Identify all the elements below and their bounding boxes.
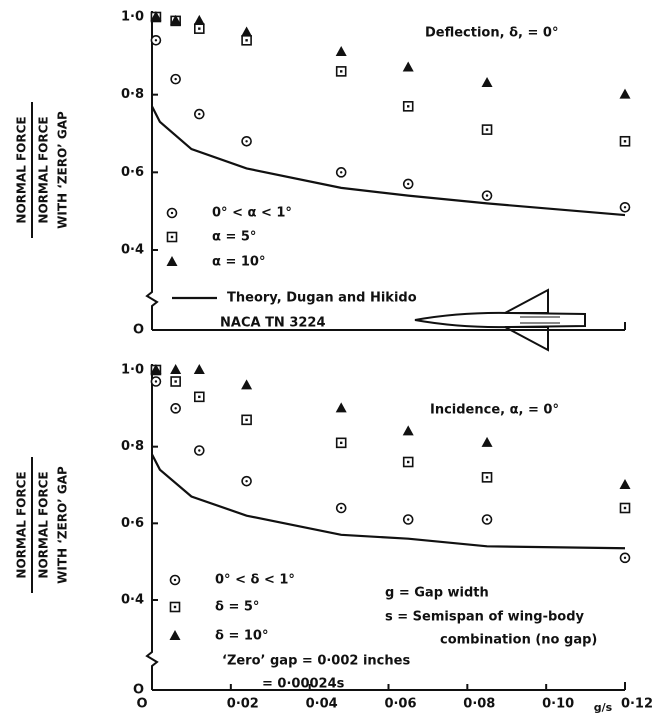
y-label-denominator: NORMAL FORCE xyxy=(37,116,51,223)
note: combination (no gap) xyxy=(440,633,597,648)
y-tick-label: 0·4 xyxy=(121,243,144,258)
marker-dot xyxy=(198,112,201,116)
marker-dot xyxy=(407,105,410,108)
marker-triangle xyxy=(402,425,414,436)
legend-marker xyxy=(166,256,178,266)
theory-line xyxy=(151,105,626,217)
marker-dot xyxy=(173,578,177,582)
legend-label: Theory, Dugan and Hikido xyxy=(227,291,417,306)
marker-dot xyxy=(407,182,410,186)
legend-label: δ = 10° xyxy=(215,629,268,644)
x-tick-label: 0·02 xyxy=(227,697,259,712)
marker-dot xyxy=(170,235,174,239)
marker-triangle xyxy=(170,14,182,25)
marker-dot xyxy=(198,449,201,452)
marker-dot xyxy=(174,380,177,383)
marker-dot xyxy=(340,506,343,510)
marker-dot xyxy=(340,171,343,174)
marker-dot xyxy=(623,556,627,560)
marker-triangle xyxy=(150,11,162,21)
y-axis xyxy=(145,364,159,690)
y-tick-label: 0·6 xyxy=(121,165,144,180)
marker-triangle xyxy=(150,364,162,374)
marker-triangle xyxy=(241,26,253,37)
y-label-numerator: NORMAL FORCE xyxy=(15,471,29,578)
marker-dot xyxy=(154,39,158,42)
legend-label: α = 10° xyxy=(212,255,265,270)
note: ‘Zero’ gap = 0·002 inches xyxy=(222,654,410,669)
marker-dot xyxy=(623,506,627,510)
marker-dot xyxy=(623,140,627,143)
marker-dot xyxy=(170,211,174,215)
marker-triangle xyxy=(619,88,631,99)
aircraft-sketch xyxy=(414,288,586,352)
marker-dot xyxy=(407,460,410,464)
theory-line xyxy=(151,453,626,550)
y-label-denominator: NORMAL FORCE xyxy=(37,471,51,578)
note: s = Semispan of wing-body xyxy=(385,610,585,625)
y-label-denominator: WITH ‘ZERO’ GAP xyxy=(56,466,70,584)
marker-dot xyxy=(485,128,489,131)
marker-dot xyxy=(340,441,343,445)
y-tick-label: 0·6 xyxy=(121,516,144,531)
legend-label: δ = 5° xyxy=(215,600,259,615)
marker-triangle xyxy=(481,77,493,88)
marker-dot xyxy=(245,140,248,143)
marker-dot xyxy=(198,395,201,399)
y-axis-label: NORMAL FORCE NORMAL FORCE WITH ‘ZERO’ GAP xyxy=(15,102,70,238)
note: = 0·00024s xyxy=(262,677,345,692)
y-axis-label: NORMAL FORCE NORMAL FORCE WITH ‘ZERO’ GAP xyxy=(15,457,70,593)
y-tick-label: O xyxy=(133,683,144,698)
x-tick-label: 0·10 xyxy=(542,697,574,712)
marker-dot xyxy=(245,479,248,483)
marker-triangle xyxy=(481,436,493,447)
marker-dot xyxy=(174,407,177,410)
marker-dot xyxy=(174,77,177,81)
marker-triangle xyxy=(335,45,347,56)
marker-dot xyxy=(173,605,177,609)
legend-marker xyxy=(169,630,181,640)
marker-triangle xyxy=(402,61,414,72)
marker-dot xyxy=(407,518,410,521)
marker-dot xyxy=(245,39,248,42)
y-label-numerator: NORMAL FORCE xyxy=(15,116,29,223)
marker-dot xyxy=(340,70,343,73)
legend-label: 0° < δ < 1° xyxy=(215,573,295,588)
y-tick-label: O xyxy=(133,323,144,338)
marker-dot xyxy=(198,27,201,30)
marker-dot xyxy=(245,418,248,422)
legend-label: 0° < α < 1° xyxy=(212,206,292,221)
marker-triangle xyxy=(241,379,253,390)
note: g = Gap width xyxy=(385,586,489,601)
marker-triangle xyxy=(193,364,205,374)
marker-dot xyxy=(154,380,158,383)
annotation: Deflection, δ, = 0° xyxy=(425,26,558,41)
annotation: Incidence, α, = 0° xyxy=(430,403,559,418)
x-tick-label: O xyxy=(136,697,147,712)
x-tick-label: 0·06 xyxy=(384,697,416,712)
marker-triangle xyxy=(170,364,182,374)
marker-dot xyxy=(485,194,489,197)
y-tick-label: 0·8 xyxy=(121,87,144,102)
y-axis xyxy=(145,11,159,330)
legend-label: α = 5° xyxy=(212,230,256,245)
marker-dot xyxy=(623,206,627,209)
x-axis-label: g/s xyxy=(594,701,613,714)
x-tick-label: 0·12 xyxy=(621,697,653,712)
y-tick-label: 1·0 xyxy=(121,10,144,25)
marker-dot xyxy=(485,476,489,479)
y-tick-label: 1·0 xyxy=(121,363,144,378)
y-tick-label: 0·8 xyxy=(121,439,144,454)
marker-triangle xyxy=(619,479,631,489)
y-tick-label: 0·4 xyxy=(121,593,144,608)
marker-triangle xyxy=(335,402,347,413)
marker-dot xyxy=(485,518,489,521)
x-tick-label: 0·08 xyxy=(463,697,495,712)
marker-triangle xyxy=(193,14,205,25)
note: NACA TN 3224 xyxy=(220,316,326,331)
x-tick-label: 0·04 xyxy=(306,697,338,712)
y-label-denominator: WITH ‘ZERO’ GAP xyxy=(56,111,70,229)
